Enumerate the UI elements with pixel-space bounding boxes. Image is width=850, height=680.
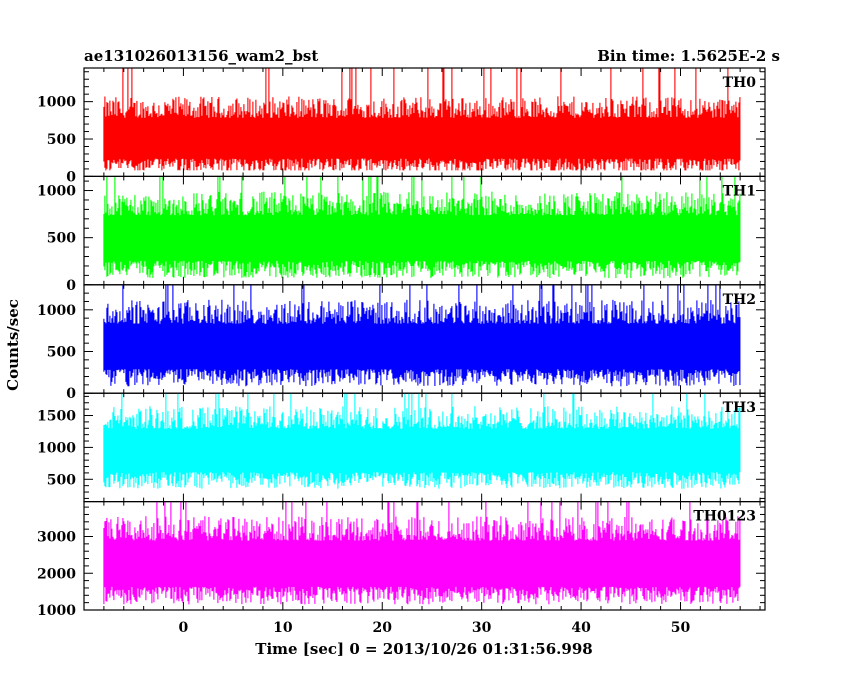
panel-th0123: 1000 2000 3000 TH0123 xyxy=(37,501,766,619)
x-axis-label: Time [sec] 0 = 2013/10/26 01:31:56.998 xyxy=(255,640,592,658)
panel-th3: 500 1000 1500 TH3 xyxy=(37,392,766,503)
y-tick-label: 500 xyxy=(47,132,76,148)
x-axis: 0 10 20 30 40 50 xyxy=(179,620,691,636)
y-tick-label: 1000 xyxy=(37,440,76,456)
y-tick-label: 0 xyxy=(66,386,76,402)
y-tick-label: 1000 xyxy=(37,603,76,619)
panel-frame xyxy=(83,501,766,611)
x-tick-label: 50 xyxy=(671,620,691,636)
panels: 0 500 1000 TH0 0 500 1000 TH1 0 500 1000 TH2 500 1000… xyxy=(37,67,766,619)
y-tick-label: 1000 xyxy=(37,184,76,200)
panel-th1: 0 500 1000 TH1 xyxy=(37,175,766,294)
panel-label-th1: TH1 xyxy=(723,183,756,199)
panel-label-th0: TH0 xyxy=(723,75,757,91)
x-tick-label: 10 xyxy=(273,620,293,636)
y-tick-label: 500 xyxy=(47,231,76,247)
series-trace-th0123 xyxy=(103,501,741,605)
panel-th0: 0 500 1000 TH0 xyxy=(37,67,766,185)
y-tick-label: 0 xyxy=(66,169,76,185)
y-tick-label: 2000 xyxy=(37,566,76,582)
chart-title-left: ae131026013156_wam2_bst xyxy=(84,47,318,65)
panel-th2: 0 500 1000 TH2 xyxy=(37,284,766,402)
y-axis-label: Counts/sec xyxy=(4,299,22,391)
y-tick-label: 0 xyxy=(66,278,76,294)
y-tick-label: 1500 xyxy=(37,409,76,425)
x-tick-label: 30 xyxy=(472,620,492,636)
x-tick-label: 0 xyxy=(179,620,189,636)
series-trace-th2 xyxy=(103,284,741,387)
panel-label-th0123: TH0123 xyxy=(693,509,756,525)
y-tick-label: 3000 xyxy=(37,530,76,546)
x-tick-label: 20 xyxy=(373,620,393,636)
series-trace-th0 xyxy=(103,68,741,171)
y-tick-label: 1000 xyxy=(37,303,76,319)
chart-title-right: Bin time: 1.5625E-2 s xyxy=(597,47,780,65)
series-trace-th1 xyxy=(103,176,741,279)
series-trace-th3 xyxy=(103,393,741,489)
y-tick-label: 1000 xyxy=(37,95,76,111)
panel-label-th2: TH2 xyxy=(723,292,756,308)
x-tick-label: 40 xyxy=(571,620,591,636)
y-tick-label: 500 xyxy=(47,345,76,361)
y-tick-label: 500 xyxy=(47,472,76,488)
panel-label-th3: TH3 xyxy=(723,400,756,416)
